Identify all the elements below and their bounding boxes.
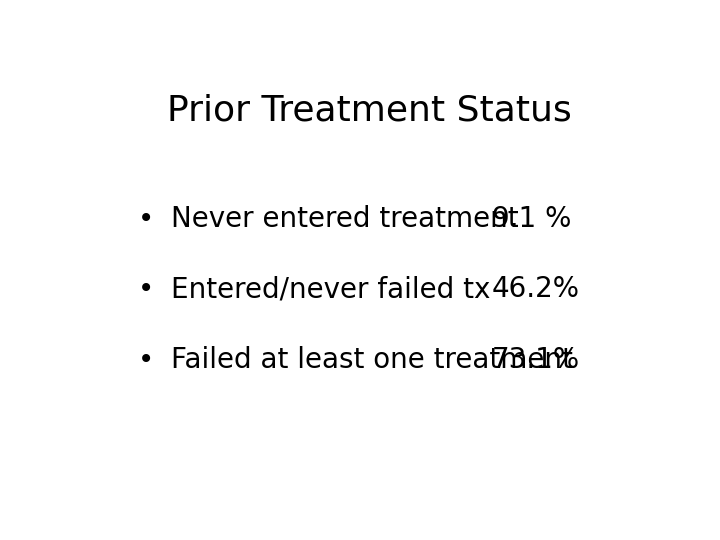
Text: 46.2%: 46.2% [492,275,580,303]
Text: 73.1%: 73.1% [492,346,580,374]
Text: •: • [138,205,154,233]
Text: •: • [138,346,154,374]
Text: Failed at least one treatment: Failed at least one treatment [171,346,573,374]
Text: Prior Treatment Status: Prior Treatment Status [166,94,572,128]
Text: •: • [138,275,154,303]
Text: 9.1 %: 9.1 % [492,205,571,233]
Text: Entered/never failed tx: Entered/never failed tx [171,275,490,303]
Text: Never entered treatment: Never entered treatment [171,205,518,233]
